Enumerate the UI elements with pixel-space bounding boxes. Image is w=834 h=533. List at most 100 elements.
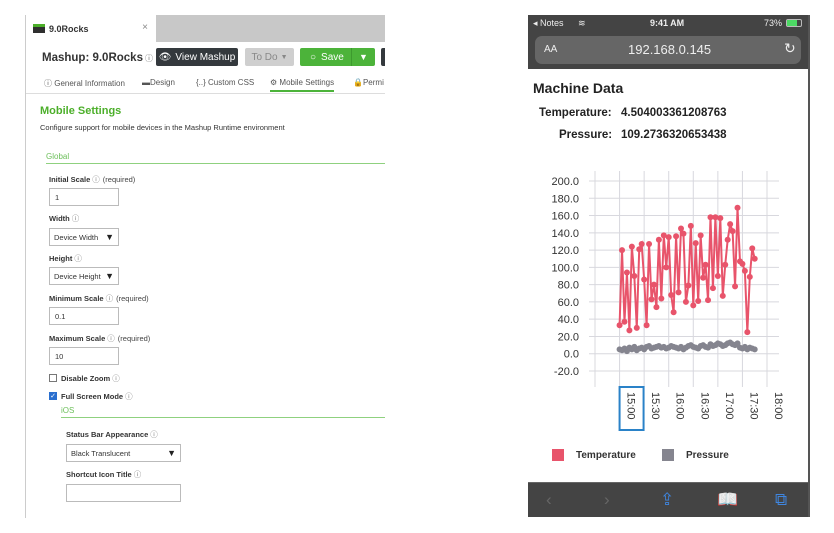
temperature-point bbox=[727, 221, 734, 228]
legend-label: Temperature bbox=[576, 449, 636, 461]
share-icon[interactable]: ⇪ bbox=[660, 490, 675, 509]
chevron-down-icon: ▼ bbox=[105, 271, 114, 281]
shortcut-title-input[interactable] bbox=[66, 484, 181, 502]
temperature-point bbox=[724, 236, 731, 243]
help-icon: ⓘ bbox=[105, 294, 114, 303]
temperature-point bbox=[670, 309, 677, 316]
temperature-point bbox=[680, 230, 687, 237]
y-tick-label: 60.0 bbox=[558, 297, 579, 309]
temperature-point bbox=[719, 292, 726, 299]
section-title: Mobile Settings bbox=[40, 105, 122, 117]
temperature-point bbox=[690, 302, 697, 309]
temperature-point bbox=[628, 243, 635, 250]
save-button[interactable]: ○ Save bbox=[300, 48, 351, 66]
full-screen-label: Full Screen Mode ⓘ bbox=[61, 392, 133, 401]
section-description: Configure support for mobile devices in … bbox=[40, 123, 285, 132]
tab-label: Permi bbox=[362, 78, 384, 87]
close-tab-icon[interactable]: × bbox=[142, 22, 148, 33]
disable-zoom-label: Disable Zoom ⓘ bbox=[61, 374, 120, 383]
machine-data-chart: 200.0 180.0 160.0 140.0 120.0 100.0 80.0 60.0 40… bbox=[551, 171, 784, 431]
temperature-point bbox=[751, 255, 758, 262]
help-icon: ⓘ bbox=[92, 175, 100, 184]
tab-general-information[interactable]: ⓘ General Information bbox=[44, 79, 125, 88]
chevron-down-icon: ▼ bbox=[105, 232, 114, 242]
address-bar[interactable]: AA 192.168.0.145 ↻ bbox=[535, 36, 801, 64]
help-icon: ⓘ bbox=[125, 392, 133, 401]
more-button[interactable] bbox=[381, 48, 385, 66]
legend-pressure[interactable]: Pressure bbox=[662, 449, 729, 461]
reload-icon[interactable]: ↻ bbox=[784, 40, 796, 56]
mashup-logo-icon bbox=[33, 24, 45, 33]
focused-tick-outline bbox=[618, 386, 645, 431]
view-mashup-button[interactable]: 👁 View Mashup bbox=[156, 48, 238, 66]
back-to-notes[interactable]: ◂ Notes bbox=[533, 18, 564, 28]
maximum-scale-input[interactable]: 10 bbox=[49, 347, 119, 365]
temperature-label: Temperature: bbox=[539, 107, 612, 119]
temperature-point bbox=[678, 225, 684, 232]
temperature-point bbox=[732, 283, 739, 290]
tab-design[interactable]: ▬Design bbox=[142, 78, 175, 87]
temperature-point bbox=[638, 241, 645, 248]
y-tick-label: 200.0 bbox=[551, 176, 579, 188]
temperature-point bbox=[668, 292, 675, 298]
y-tick-label: 120.0 bbox=[551, 245, 579, 257]
tabs-icon[interactable]: ⧉ bbox=[775, 490, 788, 509]
y-tick-label: 180.0 bbox=[551, 193, 579, 205]
temperature-point bbox=[675, 289, 682, 296]
battery-percent: 73% bbox=[764, 18, 783, 28]
tab-9-0rocks[interactable]: 9.0Rocks × bbox=[26, 15, 156, 42]
initial-scale-input[interactable]: 1 bbox=[49, 188, 119, 206]
save-dropdown-button[interactable]: ▼ bbox=[351, 48, 375, 66]
full-screen-checkbox[interactable]: ✓ bbox=[49, 392, 57, 400]
temperature-point bbox=[633, 324, 640, 331]
text-size-button[interactable]: AA bbox=[544, 44, 558, 55]
initial-scale-label: Initial Scale ⓘ (required) bbox=[49, 175, 136, 184]
status-bar-select[interactable]: Black Translucent ▼ bbox=[66, 444, 181, 462]
temperature-point bbox=[697, 232, 704, 239]
tab-permissions[interactable]: 🔒Permi bbox=[353, 78, 384, 87]
temperature-point bbox=[741, 267, 748, 274]
forward-icon[interactable]: › bbox=[604, 490, 610, 509]
todo-button[interactable]: To Do ▼ bbox=[245, 48, 294, 66]
temperature-point bbox=[643, 322, 650, 329]
url-text: 192.168.0.145 bbox=[628, 42, 712, 57]
width-select[interactable]: Device Width ▼ bbox=[49, 228, 119, 246]
save-label: Save bbox=[321, 51, 344, 63]
y-tick-label: 40.0 bbox=[558, 314, 579, 326]
bookmarks-icon[interactable]: 📖 bbox=[717, 490, 739, 509]
width-label: Width ⓘ bbox=[49, 214, 80, 223]
todo-label: To Do bbox=[251, 51, 278, 63]
temperature-point bbox=[692, 240, 699, 247]
phone-browser: ◂ Notes ≋ 9:41 AM 73% AA 192.168.0.145 ↻… bbox=[528, 15, 810, 517]
x-tick-label: 15:30 bbox=[649, 392, 661, 420]
height-label: Height ⓘ bbox=[49, 254, 82, 263]
temperature-point bbox=[707, 214, 714, 221]
y-tick-label: 20.0 bbox=[558, 331, 579, 343]
back-icon[interactable]: ‹ bbox=[546, 490, 552, 509]
pressure-point bbox=[751, 346, 758, 353]
temperature-point bbox=[695, 298, 702, 305]
help-icon: ⓘ bbox=[133, 470, 142, 479]
wifi-icon: ≋ bbox=[578, 18, 586, 28]
tab-label: Mobile Settings bbox=[279, 78, 335, 87]
temperature-point bbox=[749, 245, 756, 252]
tab-custom-css[interactable]: {..} Custom CSS bbox=[196, 78, 255, 87]
temperature-point bbox=[682, 298, 689, 305]
group-global: Global bbox=[46, 152, 385, 164]
temperature-point bbox=[705, 297, 712, 304]
temperature-point bbox=[714, 273, 721, 279]
temperature-point bbox=[641, 276, 648, 283]
tab-mobile-settings[interactable]: ⚙ Mobile Settings bbox=[270, 78, 335, 92]
height-select[interactable]: Device Height ▼ bbox=[49, 267, 119, 285]
tab-label: Design bbox=[150, 78, 175, 87]
y-tick-label: 160.0 bbox=[551, 211, 579, 223]
maximum-scale-label: Maximum Scale ⓘ (required) bbox=[49, 334, 151, 343]
disable-zoom-checkbox[interactable] bbox=[49, 374, 57, 382]
temperature-value: 4.504003361208763 bbox=[621, 107, 727, 119]
temperature-point bbox=[636, 246, 643, 253]
mashup-editor: 9.0Rocks × Mashup: 9.0Rocks ⓘ 👁 View Mashu… bbox=[25, 15, 385, 518]
minimum-scale-input[interactable]: 0.1 bbox=[49, 307, 119, 325]
legend-temperature[interactable]: Temperature bbox=[552, 449, 636, 461]
status-time: 9:41 AM bbox=[650, 18, 685, 28]
help-icon[interactable]: ⓘ bbox=[144, 54, 153, 63]
